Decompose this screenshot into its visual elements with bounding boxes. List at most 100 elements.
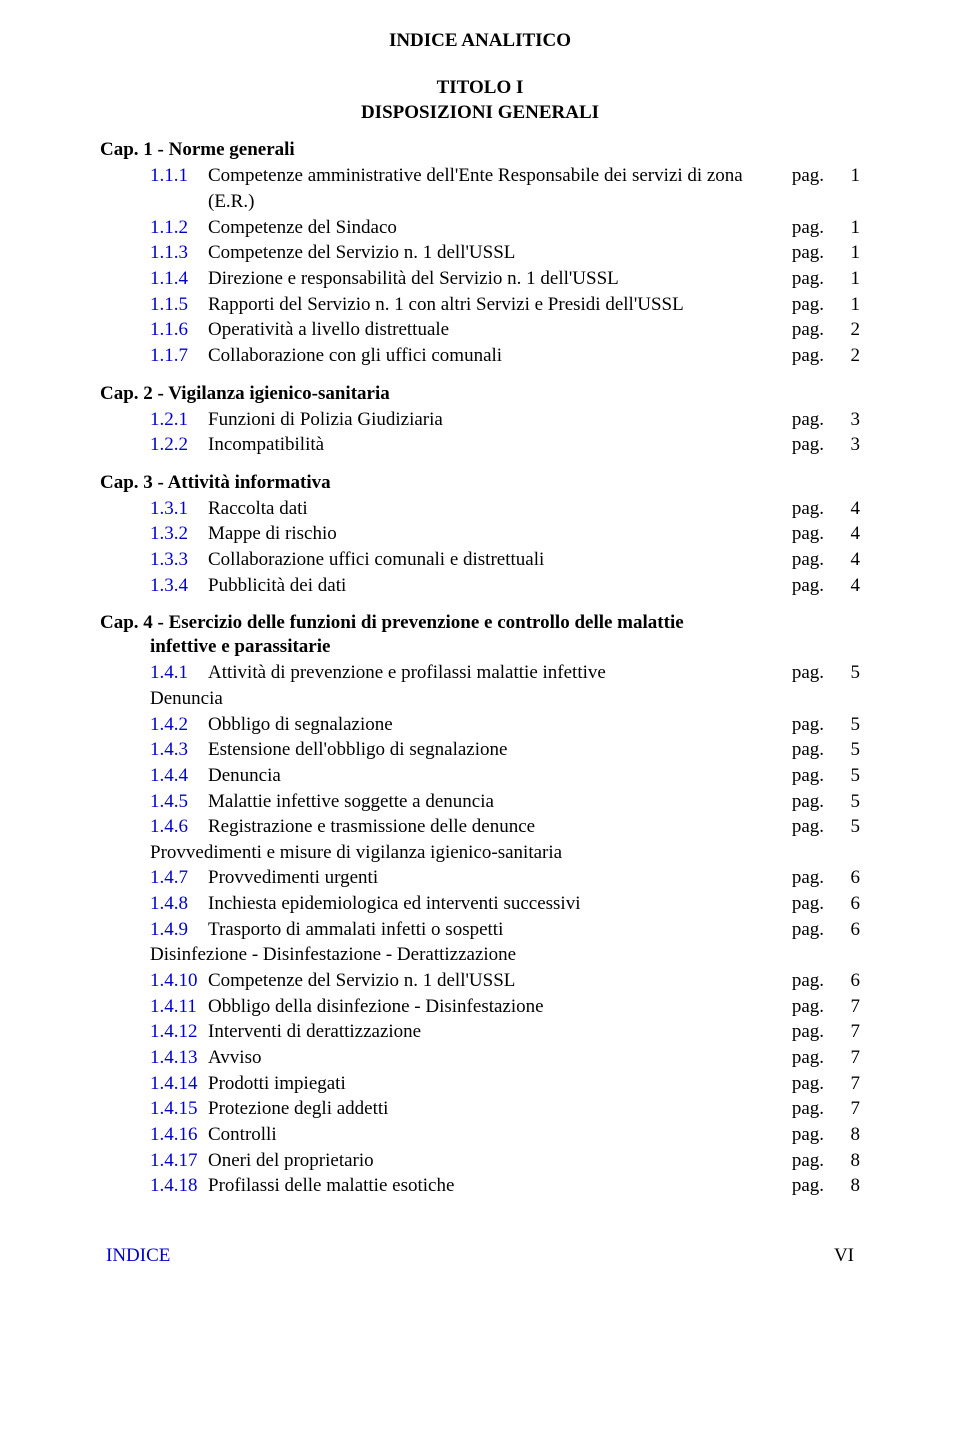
entry-label: Denuncia	[208, 763, 782, 789]
entry-page-number: 2	[842, 317, 860, 343]
entry-label: Interventi di derattizzazione	[208, 1019, 782, 1045]
entry-pag-label: pag.	[782, 163, 842, 189]
entry-page-number: 5	[842, 763, 860, 789]
toc-entry[interactable]: 1.4.16Controllipag.8	[150, 1122, 860, 1148]
entry-page-number: 8	[842, 1173, 860, 1199]
entry-number: 1.2.2	[150, 432, 208, 458]
entry-number: 1.4.10	[150, 968, 208, 994]
entry-pag-label: pag.	[782, 292, 842, 318]
toc-entry[interactable]: 1.3.2Mappe di rischiopag.4	[150, 521, 860, 547]
entry-label: Rapporti del Servizio n. 1 con altri Ser…	[208, 292, 782, 318]
toc-entry[interactable]: 1.2.2Incompatibilitàpag.3	[150, 432, 860, 458]
toc-entry[interactable]: 1.3.3Collaborazione uffici comunali e di…	[150, 547, 860, 573]
entry-page-number: 1	[842, 215, 860, 241]
footer-left: INDICE	[106, 1245, 170, 1267]
toc-entry[interactable]: 1.4.18Profilassi delle malattie esotiche…	[150, 1173, 860, 1199]
toc-entry[interactable]: 1.1.6Operatività a livello distrettualep…	[150, 317, 860, 343]
chapter-header: Cap. 1 - Norme generali	[100, 139, 860, 161]
entry-page-number: 6	[842, 968, 860, 994]
document-page: INDICE ANALITICO TITOLO I DISPOSIZIONI G…	[0, 0, 960, 1307]
entry-pag-label: pag.	[782, 814, 842, 840]
group-subheading: Provvedimenti e misure di vigilanza igie…	[150, 840, 860, 866]
toc-entry[interactable]: 1.4.3Estensione dell'obbligo di segnalaz…	[150, 737, 860, 763]
toc-entry[interactable]: 1.3.4Pubblicità dei datipag.4	[150, 573, 860, 599]
toc-entry[interactable]: 1.4.7Provvedimenti urgentipag.6	[150, 865, 860, 891]
toc-entry[interactable]: 1.1.1Competenze amministrative dell'Ente…	[150, 163, 860, 214]
entry-label: Funzioni di Polizia Giudiziaria	[208, 407, 782, 433]
entry-pag-label: pag.	[782, 737, 842, 763]
entry-page-number: 6	[842, 891, 860, 917]
entry-page-number: 5	[842, 737, 860, 763]
entry-number: 1.1.3	[150, 240, 208, 266]
section-title-line1: TITOLO I	[437, 77, 524, 98]
entry-number: 1.4.3	[150, 737, 208, 763]
entry-label: Avviso	[208, 1045, 782, 1071]
entry-pag-label: pag.	[782, 968, 842, 994]
toc-entry[interactable]: 1.3.1Raccolta datipag.4	[150, 496, 860, 522]
entry-page-number: 3	[842, 432, 860, 458]
entry-label: Raccolta dati	[208, 496, 782, 522]
entry-page-number: 4	[842, 496, 860, 522]
entry-number: 1.2.1	[150, 407, 208, 433]
entry-page-number: 7	[842, 1045, 860, 1071]
toc-entry[interactable]: 1.4.9Trasporto di ammalati infetti o sos…	[150, 917, 860, 943]
entry-page-number: 5	[842, 814, 860, 840]
toc-entry[interactable]: 1.2.1Funzioni di Polizia Giudiziariapag.…	[150, 407, 860, 433]
entry-label: Competenze del Sindaco	[208, 215, 782, 241]
entry-label: Competenze amministrative dell'Ente Resp…	[208, 163, 782, 214]
entry-label: Operatività a livello distrettuale	[208, 317, 782, 343]
toc-entry[interactable]: 1.4.6Registrazione e trasmissione delle …	[150, 814, 860, 840]
toc-entry[interactable]: 1.4.1Attività di prevenzione e profilass…	[150, 660, 860, 686]
footer-right: VI	[834, 1245, 854, 1267]
toc-entry[interactable]: 1.4.4Denunciapag.5	[150, 763, 860, 789]
toc-entry[interactable]: 1.1.5Rapporti del Servizio n. 1 con altr…	[150, 292, 860, 318]
entry-number: 1.4.17	[150, 1148, 208, 1174]
entry-label: Protezione degli addetti	[208, 1096, 782, 1122]
toc-entry[interactable]: 1.1.4Direzione e responsabilità del Serv…	[150, 266, 860, 292]
entry-number: 1.1.5	[150, 292, 208, 318]
entry-page-number: 8	[842, 1122, 860, 1148]
entry-pag-label: pag.	[782, 496, 842, 522]
page-footer: INDICE VI	[100, 1245, 860, 1267]
entry-pag-label: pag.	[782, 521, 842, 547]
toc-entry[interactable]: 1.4.14Prodotti impiegatipag.7	[150, 1071, 860, 1097]
toc-entry[interactable]: 1.4.15Protezione degli addettipag.7	[150, 1096, 860, 1122]
entry-pag-label: pag.	[782, 917, 842, 943]
chapter-header: Cap. 4 - Esercizio delle funzioni di pre…	[100, 612, 860, 634]
entry-label: Malattie infettive soggette a denuncia	[208, 789, 782, 815]
toc-entry[interactable]: 1.4.2Obbligo di segnalazionepag.5	[150, 712, 860, 738]
entry-label: Oneri del proprietario	[208, 1148, 782, 1174]
toc-entry[interactable]: 1.4.11Obbligo della disinfezione - Disin…	[150, 994, 860, 1020]
toc-entry[interactable]: 1.1.3Competenze del Servizio n. 1 dell'U…	[150, 240, 860, 266]
entry-page-number: 6	[842, 917, 860, 943]
toc-entry[interactable]: 1.1.2Competenze del Sindacopag.1	[150, 215, 860, 241]
toc-entry[interactable]: 1.4.5Malattie infettive soggette a denun…	[150, 789, 860, 815]
entry-pag-label: pag.	[782, 1148, 842, 1174]
entry-page-number: 3	[842, 407, 860, 433]
toc-entry[interactable]: 1.4.17Oneri del proprietariopag.8	[150, 1148, 860, 1174]
toc-entry[interactable]: 1.4.8Inchiesta epidemiologica ed interve…	[150, 891, 860, 917]
entry-number: 1.4.18	[150, 1173, 208, 1199]
toc-entry[interactable]: 1.4.13Avvisopag.7	[150, 1045, 860, 1071]
entry-page-number: 5	[842, 660, 860, 686]
entry-label: Obbligo di segnalazione	[208, 712, 782, 738]
entry-pag-label: pag.	[782, 240, 842, 266]
toc-entry[interactable]: 1.1.7Collaborazione con gli uffici comun…	[150, 343, 860, 369]
entry-pag-label: pag.	[782, 712, 842, 738]
entry-pag-label: pag.	[782, 1071, 842, 1097]
entry-page-number: 1	[842, 292, 860, 318]
toc-entry[interactable]: 1.4.12Interventi di derattizzazionepag.7	[150, 1019, 860, 1045]
entry-pag-label: pag.	[782, 763, 842, 789]
entry-pag-label: pag.	[782, 660, 842, 686]
entry-pag-label: pag.	[782, 1019, 842, 1045]
entry-label: Attività di prevenzione e profilassi mal…	[208, 660, 782, 686]
entry-number: 1.1.6	[150, 317, 208, 343]
chapter-header: Cap. 3 - Attività informativa	[100, 472, 860, 494]
toc-entry[interactable]: 1.4.10Competenze del Servizio n. 1 dell'…	[150, 968, 860, 994]
entry-pag-label: pag.	[782, 891, 842, 917]
entry-page-number: 8	[842, 1148, 860, 1174]
entry-number: 1.3.1	[150, 496, 208, 522]
entry-label: Mappe di rischio	[208, 521, 782, 547]
entry-label: Prodotti impiegati	[208, 1071, 782, 1097]
entry-number: 1.4.2	[150, 712, 208, 738]
